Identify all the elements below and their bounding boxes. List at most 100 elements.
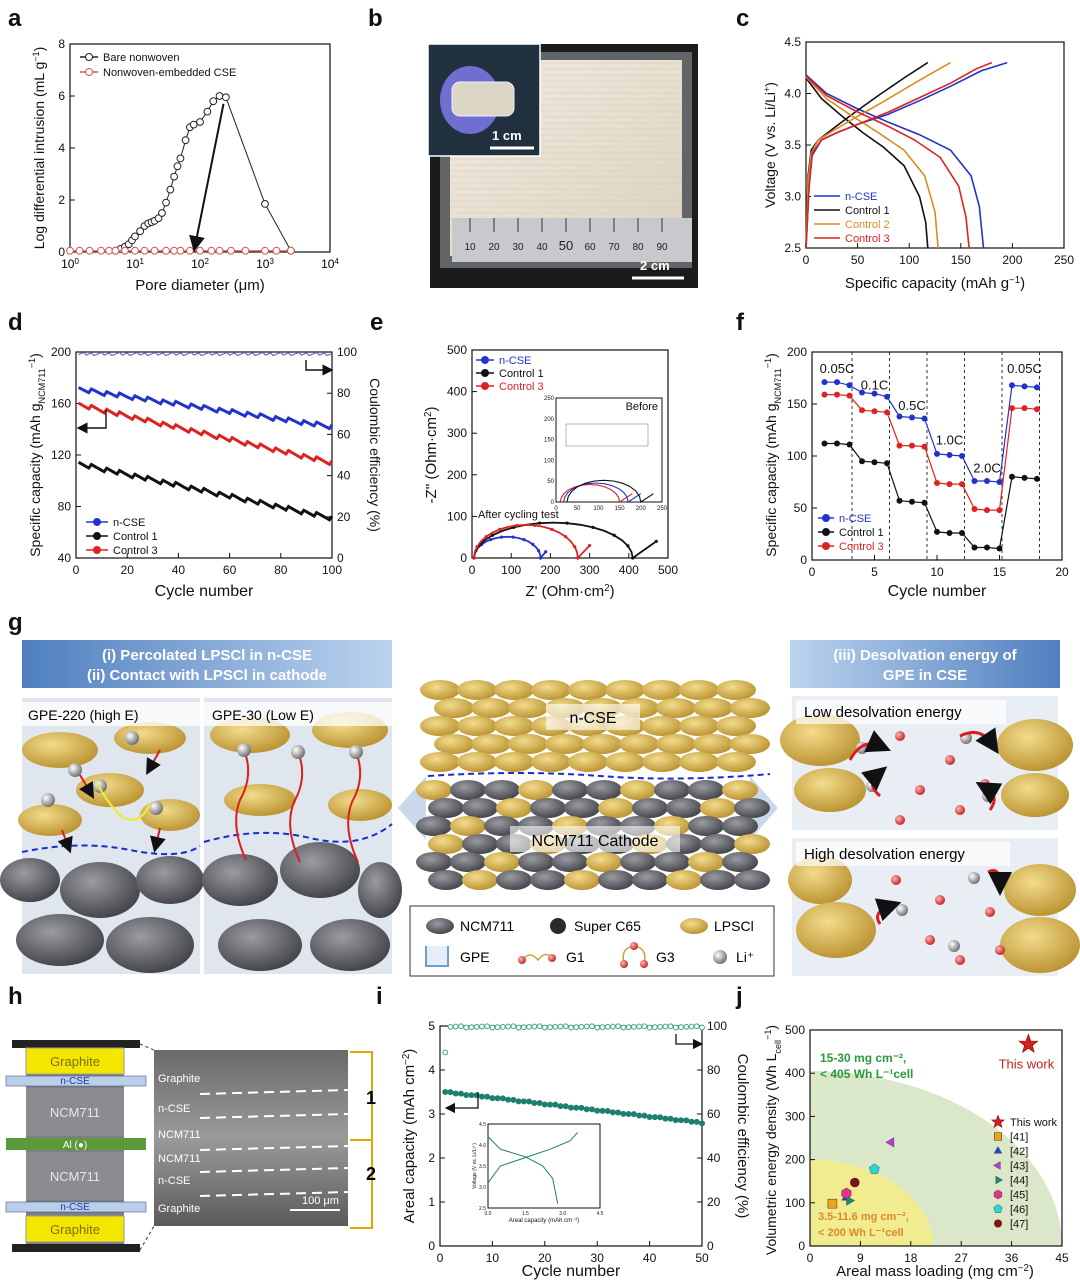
c-discharge-curve <box>805 77 929 249</box>
i-ce-point <box>547 1024 553 1031</box>
a-legend-marker <box>85 68 93 76</box>
f-point <box>859 389 865 396</box>
d-ytick-label: 80 <box>58 500 72 514</box>
i-ytick-label: 2 <box>428 1151 435 1165</box>
a-point <box>131 246 139 255</box>
bracket-2 <box>350 1139 373 1229</box>
i-capacity-point <box>583 1106 590 1113</box>
d-ylabel-part-0: Specific capacity (mAh g <box>27 403 43 556</box>
e-xtick-label: 400 <box>619 563 639 577</box>
right-high-label: High desolvation energy <box>804 846 965 863</box>
f-point <box>996 545 1003 552</box>
center-lpscl-particle <box>679 752 719 772</box>
f-ylabel-part-2: −1 <box>763 358 773 368</box>
i-ce-point <box>651 1024 658 1031</box>
j-point-ref <box>850 1177 860 1188</box>
d-xtick-label: 20 <box>121 563 135 577</box>
desolvation-arrow <box>975 782 1003 811</box>
center-lpscl-particle <box>496 798 532 818</box>
i-capacity-point <box>693 1118 700 1125</box>
e-point <box>626 544 630 548</box>
a-xtick-exp: 4 <box>334 257 339 266</box>
chart-c: 0 50 100 150 200 250 2.5 3.0 3.5 4.0 4.5 n-CSE Contr… <box>762 35 1074 292</box>
f-legend-marker <box>822 514 830 522</box>
a-ylabel-part-1: −1 <box>31 51 41 61</box>
e-xlabel-part-2: ) <box>610 583 615 600</box>
e-point <box>511 535 515 539</box>
panel-letter-f: f <box>736 309 745 336</box>
a-point <box>162 246 170 255</box>
f-point <box>971 544 978 551</box>
layer-al <box>6 1138 146 1150</box>
c-xlabel-part-0: Specific capacity (mAh g <box>845 275 1009 292</box>
i-ytick-label: 0 <box>428 1239 435 1253</box>
i-capacity-point <box>657 1114 664 1121</box>
legend-g3-o3 <box>640 960 648 968</box>
solvent-oxygen <box>955 955 965 965</box>
e-inset-ytick: 100 <box>544 458 555 464</box>
ncm711-particle <box>106 917 194 973</box>
i-y2tick-label: 0 <box>707 1239 714 1253</box>
d-series-line <box>77 386 334 431</box>
f-point <box>834 440 840 447</box>
center-lpscl-particle <box>494 716 534 736</box>
solvent-oxygen <box>935 895 945 905</box>
lpscl-particle <box>22 732 98 768</box>
e-point <box>472 556 476 560</box>
center-lpscl-particle <box>642 752 682 772</box>
i-capacity-point <box>599 1107 606 1114</box>
i-capacity-point <box>457 1090 464 1097</box>
i-capacity-point <box>468 1092 475 1099</box>
i-ce-point <box>499 1023 506 1030</box>
center-lpscl-particle <box>508 734 548 754</box>
a-ytick-label: 6 <box>58 89 65 103</box>
f-point <box>871 459 878 466</box>
i-capacity-point <box>594 1107 601 1114</box>
a-xtick-base: 10 <box>191 257 205 271</box>
i-ce-point <box>604 1023 611 1030</box>
j-point-this-work <box>1018 1033 1039 1054</box>
center-lpscl-particle <box>730 698 770 718</box>
sem-interfaces <box>199 1089 349 1197</box>
a-ylabel-part-0: Log differential intrusion (mL g <box>31 62 47 250</box>
i-capacity-point <box>478 1093 485 1100</box>
i-ce-point <box>452 1023 459 1030</box>
f-series-line <box>824 442 1038 550</box>
i-ce-point <box>489 1024 496 1031</box>
j-legend-marker <box>993 1204 1003 1213</box>
li-path <box>347 751 362 863</box>
right-particles <box>780 714 1080 973</box>
f-point <box>821 391 828 398</box>
li-ion <box>68 763 82 777</box>
f-xtick-label: 10 <box>930 565 944 579</box>
e-xtick-label: 500 <box>658 563 678 577</box>
e-point <box>612 533 616 537</box>
f-point <box>846 441 853 448</box>
i-capacity-point <box>678 1117 685 1124</box>
f-ytick-label: 50 <box>794 501 808 515</box>
j-xlabel-part-1: −2 <box>1018 1263 1029 1274</box>
e-xtick-label: 300 <box>580 563 600 577</box>
d-ylabel-part-3: ) <box>27 353 43 358</box>
legend-lpscl-icon <box>680 918 708 934</box>
i-ce-point <box>636 1023 643 1030</box>
a-legend-marker <box>85 53 93 61</box>
i-capacity-point <box>615 1109 622 1116</box>
d-xtick-label: 80 <box>274 563 288 577</box>
legend-g3: G3 <box>656 949 675 965</box>
i-ytick-label: 3 <box>428 1107 435 1121</box>
e-point <box>484 535 488 539</box>
f-point <box>884 393 890 400</box>
f-point <box>921 443 928 450</box>
sem-interface-line <box>199 1167 349 1173</box>
d-legend-label: Control 3 <box>113 545 158 557</box>
legend-superc65-icon <box>550 918 566 934</box>
sem-scale-label: 100 μm <box>302 1195 339 1207</box>
e-arc <box>473 523 591 561</box>
a-point <box>241 246 250 255</box>
j-xlabel-part-2: ) <box>1029 1263 1034 1280</box>
center-interface-line <box>427 772 771 780</box>
c-ytick-label: 3.5 <box>784 138 801 152</box>
j-ylabel-part-1: cell <box>773 1040 783 1054</box>
